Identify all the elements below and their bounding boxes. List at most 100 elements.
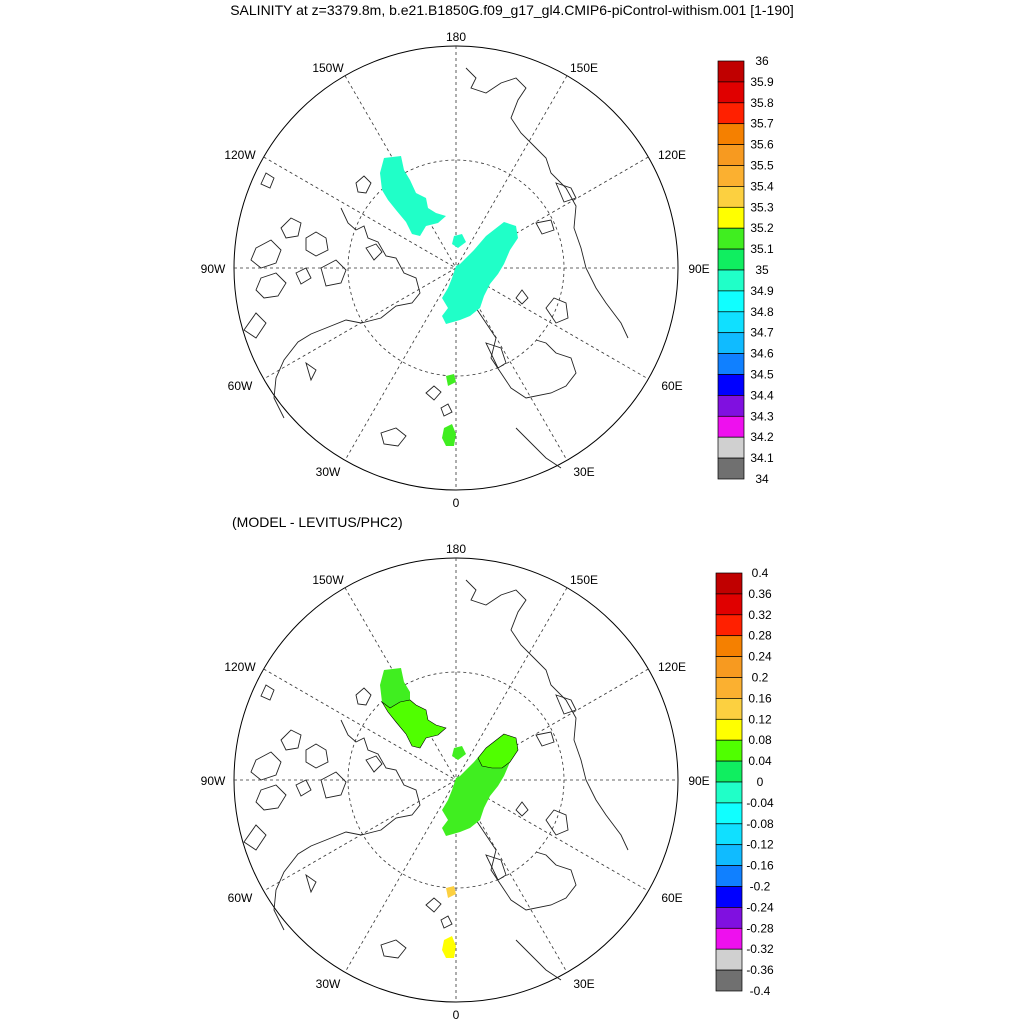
bottom-lon-label-30w: 30W bbox=[316, 977, 341, 991]
bottom-colorbar-label: 0.28 bbox=[748, 629, 772, 643]
top-lon-label-120e: 120E bbox=[658, 148, 686, 162]
top-colorbar-label: 35.1 bbox=[750, 242, 774, 256]
bottom-shelf-region-lower bbox=[381, 699, 447, 749]
bottom-colorbar-label: 0.24 bbox=[748, 650, 772, 664]
bottom-colorbar-label: 0.04 bbox=[748, 754, 772, 768]
bottom-colorbar-swatch bbox=[715, 656, 743, 678]
top-lon-label-30w: 30W bbox=[316, 465, 341, 479]
top-colorbar-label: 35.4 bbox=[750, 179, 774, 193]
top-colorbar-label: 35 bbox=[755, 263, 769, 277]
bottom-colorbar-label: -0.24 bbox=[746, 900, 774, 914]
top-lon-label-150w: 150W bbox=[312, 61, 344, 75]
bottom-colorbar-label: 0 bbox=[757, 775, 764, 789]
top-lon-label-90e: 90E bbox=[688, 262, 709, 276]
top-colorbar-swatch bbox=[717, 102, 745, 125]
top-colorbar-label: 35.3 bbox=[750, 200, 774, 214]
top-colorbar-swatch bbox=[717, 60, 745, 83]
bottom-colorbar-label: 0.12 bbox=[748, 712, 772, 726]
bottom-colorbar-swatch bbox=[715, 698, 743, 720]
bottom-colorbar-swatch bbox=[715, 865, 743, 887]
top-colorbar-label: 35.9 bbox=[750, 75, 774, 89]
bottom-colorbar-swatch bbox=[715, 593, 743, 616]
bottom-lon-label-60w: 60W bbox=[228, 891, 253, 905]
bottom-colorbar-swatch bbox=[715, 635, 743, 657]
bottom-colorbar-swatch bbox=[715, 760, 743, 783]
bottom-colorbar-swatch bbox=[715, 781, 743, 804]
bottom-shelf-region-upper bbox=[380, 668, 410, 708]
bottom-small-region-upper bbox=[446, 886, 456, 898]
top-colorbar-swatch bbox=[717, 311, 745, 334]
bottom-colorbar-label: -0.32 bbox=[746, 942, 774, 956]
bottom-colorbar-swatch bbox=[715, 718, 743, 741]
top-main-region bbox=[442, 222, 518, 324]
top-colorbar-label: 34.4 bbox=[750, 388, 774, 402]
bottom-colorbar-swatch bbox=[715, 823, 743, 846]
top-colorbar-swatch bbox=[717, 457, 745, 480]
top-lon-label-60e: 60E bbox=[661, 379, 682, 393]
top-colorbar-swatch bbox=[717, 332, 745, 354]
bottom-lon-label-150w: 150W bbox=[312, 573, 344, 587]
top-colorbar-label: 34.6 bbox=[750, 347, 774, 361]
bottom-colorbar-swatch bbox=[715, 844, 743, 866]
bottom-lon-label-0: 0 bbox=[453, 1008, 460, 1022]
top-colorbar-swatch bbox=[717, 290, 745, 313]
top-lon-label-0: 0 bbox=[453, 496, 460, 510]
top-colorbar-label: 35.2 bbox=[750, 221, 774, 235]
bottom-colorbar-swatch bbox=[715, 739, 743, 762]
bottom-colorbar-swatch bbox=[715, 969, 743, 992]
plot-title: SALINITY at z=3379.8m, b.e21.B1850G.f09_… bbox=[230, 2, 794, 18]
bottom-colorbar: 0.4 0.36 0.32 0.28 0.24 0.2 0.16 0.12 0.08 0.04 0 -… bbox=[715, 566, 774, 998]
bottom-colorbar-label: -0.16 bbox=[746, 859, 774, 873]
bottom-colorbar-swatch bbox=[715, 677, 743, 699]
top-colorbar-label: 34 bbox=[755, 472, 769, 486]
top-colorbar-swatch bbox=[717, 81, 745, 104]
bottom-lon-label-90e: 90E bbox=[688, 774, 709, 788]
top-colorbar-label: 35.8 bbox=[750, 96, 774, 110]
top-small-region-lower bbox=[442, 424, 456, 446]
top-colorbar-swatch bbox=[717, 227, 745, 250]
bottom-lon-label-30e: 30E bbox=[573, 977, 594, 991]
bottom-lon-label-120w: 120W bbox=[224, 660, 256, 674]
top-colorbar-swatch bbox=[717, 415, 745, 438]
bottom-colorbar-swatch bbox=[715, 886, 743, 908]
top-colorbar-label: 34.9 bbox=[750, 284, 774, 298]
bottom-colorbar-label: -0.36 bbox=[746, 963, 774, 977]
bottom-colorbar-label: 0.4 bbox=[752, 566, 769, 580]
bottom-colorbar-swatch bbox=[715, 802, 743, 825]
top-colorbar-swatch bbox=[717, 269, 745, 292]
bottom-colorbar-label: 0.16 bbox=[748, 691, 772, 705]
top-colorbar-swatch bbox=[717, 186, 745, 208]
bottom-colorbar-label: 0.08 bbox=[748, 733, 772, 747]
top-colorbar-label: 34.5 bbox=[750, 368, 774, 382]
top-colorbar-swatch bbox=[717, 353, 745, 375]
bottom-small-region-lower bbox=[442, 936, 456, 958]
top-colorbar-label: 34.8 bbox=[750, 305, 774, 319]
top-lon-label-90w: 90W bbox=[201, 262, 226, 276]
top-colorbar-label: 34.3 bbox=[750, 409, 774, 423]
top-small-region-upper bbox=[446, 374, 456, 386]
bottom-colorbar-label: 0.32 bbox=[748, 608, 772, 622]
bottom-colorbar-swatch bbox=[715, 572, 743, 595]
bottom-colorbar-swatch bbox=[715, 614, 743, 637]
bottom-main-region-cap bbox=[477, 733, 519, 769]
bottom-colorbar-swatch bbox=[715, 948, 743, 971]
bottom-colorbar-label: -0.08 bbox=[746, 817, 774, 831]
top-lon-label-120w: 120W bbox=[224, 148, 256, 162]
top-colorbar-swatch bbox=[717, 206, 745, 229]
bottom-colorbar-swatch bbox=[715, 907, 743, 929]
top-colorbar-swatch bbox=[717, 248, 745, 271]
top-colorbar-swatch bbox=[717, 436, 745, 459]
top-map-panel: 180 150E 120E 90E 60E 30E 0 30W 60W 90W … bbox=[201, 30, 710, 510]
top-shelf-region bbox=[380, 156, 446, 236]
bottom-map-panel: 180 150E 120E 90E 60E 30E 0 30W 60W 90W … bbox=[201, 542, 710, 1022]
bottom-colorbar-label: -0.28 bbox=[746, 921, 774, 935]
top-colorbar-swatch bbox=[717, 374, 745, 396]
top-lon-label-60w: 60W bbox=[228, 379, 253, 393]
bottom-colorbar-label: -0.04 bbox=[746, 796, 774, 810]
top-colorbar-label: 35.5 bbox=[750, 159, 774, 173]
top-colorbar-label: 34.2 bbox=[750, 430, 774, 444]
top-colorbar-swatch bbox=[717, 144, 745, 166]
top-colorbar-label: 34.1 bbox=[750, 451, 774, 465]
top-lon-label-30e: 30E bbox=[573, 465, 594, 479]
top-colorbar-label: 35.7 bbox=[750, 117, 774, 131]
